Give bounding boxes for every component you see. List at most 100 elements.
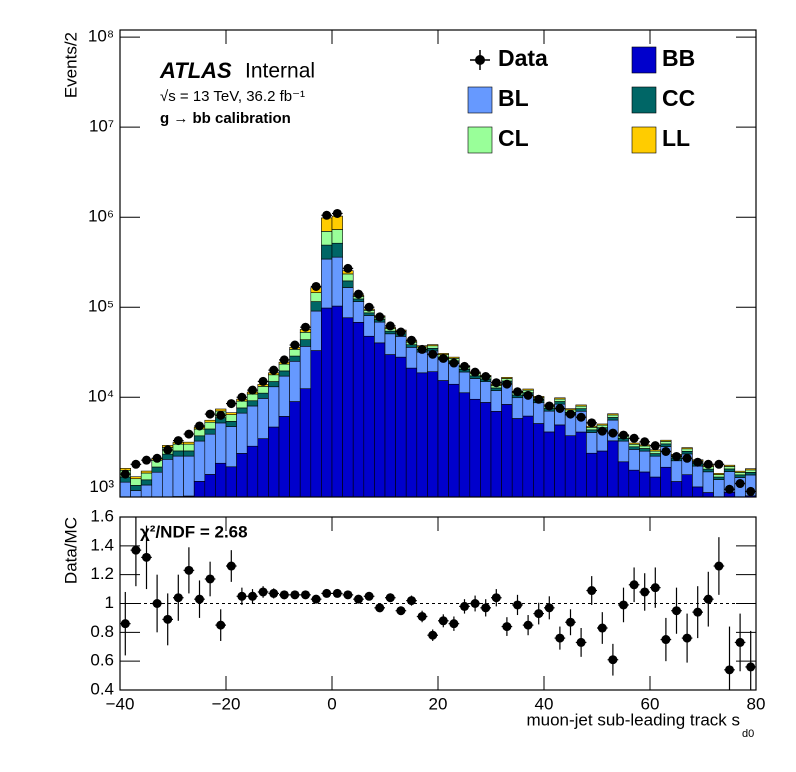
data-point [269, 365, 279, 375]
stack-segment [458, 371, 471, 394]
stack-segment [469, 378, 481, 400]
energy-label: √s = 13 TeV, 36.2 fb⁻¹ [160, 88, 305, 105]
y-tick-label: 0.6 [90, 651, 114, 670]
stack-segment [628, 446, 640, 450]
stack-segment [437, 380, 449, 498]
stack-segment [352, 298, 365, 302]
ratio-point [120, 619, 130, 629]
stack-segment [151, 471, 163, 498]
stack-segment [130, 490, 142, 498]
data-point [396, 327, 406, 337]
ratio-point [216, 620, 226, 630]
x-tick-label: 80 [747, 694, 766, 713]
stack-segment [681, 447, 693, 450]
stack-segment [193, 440, 206, 482]
stack-segment [702, 492, 714, 498]
stack-segment [681, 448, 693, 452]
stack-segment [702, 468, 714, 473]
stack-segment [268, 381, 280, 388]
stack-segment [596, 450, 608, 498]
ratio-point [460, 601, 469, 611]
stack-segment [331, 305, 343, 498]
stack-segment [310, 292, 322, 302]
stack-segment [236, 400, 248, 409]
stack-segment [713, 476, 725, 480]
x-axis-title: muon-jet sub-leading track s [526, 710, 740, 729]
stack-segment [342, 280, 354, 288]
data-point [173, 436, 183, 446]
data-point [226, 399, 236, 409]
stack-segment [416, 351, 428, 374]
ratio-point [290, 590, 300, 600]
legend-swatch [467, 126, 493, 154]
data-point [587, 418, 597, 428]
data-point [619, 430, 628, 440]
stack-segment [501, 404, 513, 498]
y-tick-label: 0.8 [90, 622, 114, 641]
stack-segment [395, 336, 407, 358]
data-point [120, 469, 130, 479]
data-point [163, 445, 173, 455]
stack-segment [331, 229, 343, 244]
data-point [216, 410, 226, 420]
stack-segment [299, 388, 312, 498]
data-point [449, 358, 459, 368]
stack-segment [204, 433, 216, 475]
stack-segment [119, 481, 131, 498]
stack-segment [702, 471, 714, 493]
stack-segment [511, 418, 524, 498]
stack-segment [299, 339, 312, 347]
stack-segment [405, 367, 418, 498]
ratio-point [301, 590, 310, 600]
stack-segment [204, 474, 216, 498]
ratio-point [385, 593, 395, 603]
data-point [417, 344, 427, 354]
y-tick-label: 1.4 [90, 535, 114, 554]
y-tick-label: 10³ [89, 477, 114, 496]
data-point [597, 426, 607, 436]
data-point [385, 321, 395, 331]
x-tick-label: −20 [212, 694, 241, 713]
data-point [566, 409, 575, 419]
y-tick-label: 10⁵ [88, 297, 114, 316]
ratio-point [523, 620, 533, 630]
stack-segment [639, 448, 651, 452]
ratio-point [438, 616, 448, 626]
stack-segment [554, 424, 566, 498]
stack-segment [586, 427, 598, 431]
stack-segment [299, 332, 312, 340]
ratio-point [619, 600, 628, 610]
stack-segment [660, 441, 672, 445]
stack-segment [427, 344, 439, 347]
y-tick-label: 1.2 [90, 564, 114, 583]
stack-segment [289, 360, 301, 402]
stack-segment [607, 414, 619, 418]
stack-segment [342, 287, 354, 319]
stack-segment [395, 356, 407, 498]
stack-segment [246, 400, 259, 407]
stack-segment [575, 431, 587, 498]
stack-segment [480, 381, 492, 403]
stack-segment [501, 376, 513, 379]
stack-segment [215, 408, 227, 412]
data-point [301, 322, 310, 332]
stack-segment [490, 387, 502, 391]
stack-segment [130, 478, 142, 486]
data-point [693, 457, 703, 467]
stack-segment [416, 372, 428, 498]
stack-segment [172, 443, 184, 452]
ratio-point [682, 633, 692, 643]
legend-swatch [467, 86, 493, 114]
ratio-point [672, 606, 681, 616]
stack-segment [162, 459, 174, 498]
stack-segment [458, 392, 471, 498]
stack-segment [310, 301, 322, 312]
stack-segment [278, 375, 290, 417]
x-axis-title-subscript: d0 [742, 728, 754, 740]
chi2-annotation: χ²/NDF = 2.68 [140, 522, 248, 541]
stack-segment [734, 474, 746, 478]
stack-segment [469, 398, 481, 498]
stack-segment [639, 450, 651, 473]
ratio-point [608, 655, 618, 665]
ratio-point [587, 586, 597, 596]
